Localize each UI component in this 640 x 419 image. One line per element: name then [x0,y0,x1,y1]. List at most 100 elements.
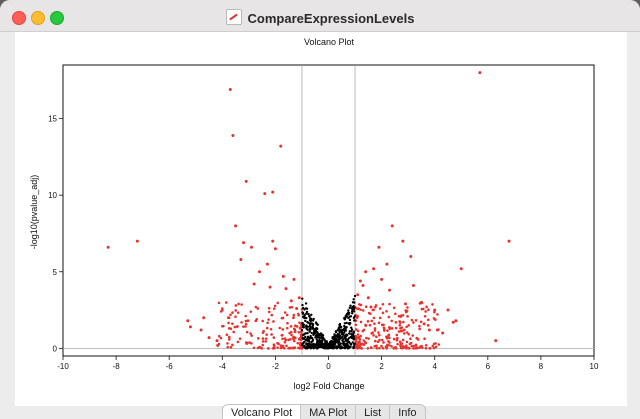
significant-point [240,303,243,306]
non-significant-point [309,336,312,340]
minimize-window-button[interactable] [31,11,45,25]
non-significant-point [338,325,341,329]
significant-point [382,326,386,330]
significant-point [377,245,381,249]
non-significant-point [343,345,347,348]
non-significant-point [306,343,309,346]
close-window-button[interactable] [12,11,26,25]
significant-point [295,307,299,311]
non-significant-point [303,315,306,318]
significant-point [411,284,415,288]
significant-point [238,337,242,340]
significant-point [278,326,282,330]
non-significant-point [351,341,354,344]
significant-point [281,274,285,278]
significant-point [293,339,296,343]
tab-ma-plot[interactable]: MA Plot [301,405,357,419]
non-significant-point [347,309,350,312]
non-significant-point [316,323,319,326]
non-significant-point [301,343,304,346]
significant-point [405,325,408,329]
significant-point [399,326,402,330]
significant-point [283,311,287,314]
significant-point [219,336,223,340]
non-significant-point [304,339,307,342]
significant-point [407,332,411,336]
significant-point [392,306,396,310]
tab-list[interactable]: List [356,405,391,419]
non-significant-point [342,340,345,344]
significant-point [398,320,401,323]
significant-point [385,262,389,266]
significant-point [232,330,236,334]
significant-point [266,321,269,325]
significant-point [401,338,405,342]
significant-point [372,316,376,320]
significant-point [422,322,426,326]
non-significant-point [310,331,313,335]
non-significant-point [348,318,352,322]
non-significant-point [319,332,323,335]
significant-point [410,318,414,322]
significant-point [436,313,439,316]
non-significant-point [337,343,340,347]
significant-point [225,333,229,337]
significant-point [359,320,363,324]
non-significant-point [353,319,356,322]
tab-info[interactable]: Info [398,407,417,419]
significant-point [373,322,376,325]
significant-point [242,241,246,245]
non-significant-point [347,316,350,320]
significant-point [378,316,382,320]
significant-point [228,88,232,92]
significant-point [409,254,413,258]
significant-point [272,344,276,347]
non-significant-point [307,312,310,316]
significant-point [386,329,389,332]
significant-point [227,338,231,341]
significant-point [406,315,409,318]
significant-point [244,179,248,183]
non-significant-point [343,329,346,333]
significant-point [256,346,260,350]
significant-point [280,316,284,320]
zoom-window-button[interactable] [50,11,64,25]
significant-point [227,321,230,325]
significant-point [279,344,283,347]
non-significant-point [305,324,308,327]
significant-point [283,340,287,344]
x-tick-label: 10 [590,362,599,371]
significant-point [418,302,422,305]
non-significant-point [314,336,317,339]
non-significant-point [335,345,339,349]
significant-point [267,347,270,350]
x-tick-label: 2 [379,362,384,371]
tab-volcano-plot[interactable]: Volcano Plot [223,405,302,419]
significant-point [407,324,410,327]
significant-point [366,296,370,300]
significant-point [231,343,234,347]
non-significant-point [353,342,357,345]
non-significant-point [311,319,315,322]
significant-point [434,342,437,345]
significant-point [252,346,256,350]
non-significant-point [314,334,318,337]
non-significant-point [315,330,318,333]
non-significant-point [307,321,310,324]
significant-point [406,306,409,309]
non-significant-point [300,328,304,332]
significant-point [354,323,358,327]
significant-point [420,301,424,305]
significant-point [361,284,365,288]
significant-point [262,329,265,333]
significant-point [377,331,380,334]
significant-point [388,288,392,292]
significant-point [354,328,358,331]
y-tick-label: 0 [53,344,58,353]
significant-point [426,324,430,327]
significant-point [249,310,253,313]
significant-point [252,282,256,286]
significant-point [292,316,295,319]
significant-point [356,333,360,336]
significant-point [297,296,301,300]
